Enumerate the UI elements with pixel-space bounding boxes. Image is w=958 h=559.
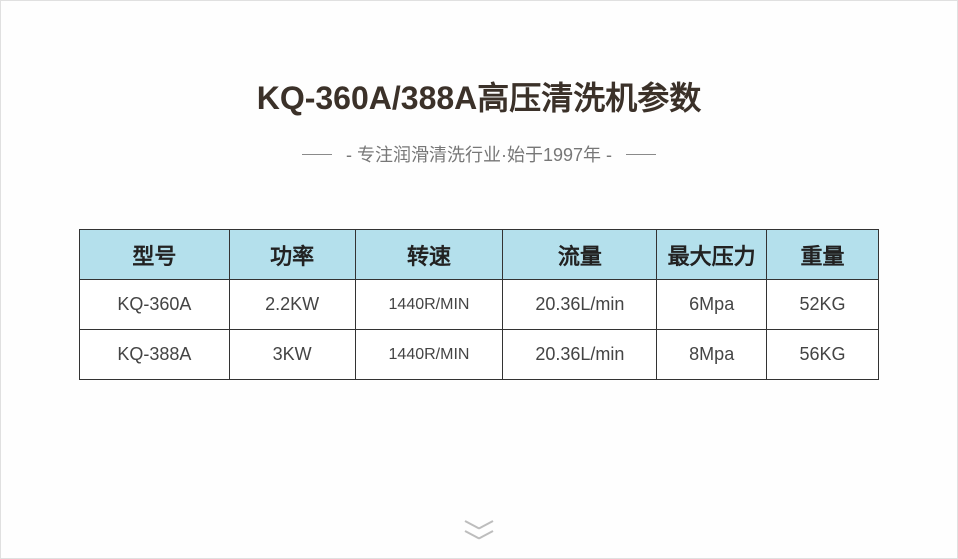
cell-power: 2.2KW — [229, 280, 355, 330]
table-row: KQ-388A 3KW 1440R/MIN 20.36L/min 8Mpa 56… — [80, 330, 879, 380]
cell-power: 3KW — [229, 330, 355, 380]
subtitle-text: - 专注润滑清洗行业·始于1997年 - — [346, 141, 612, 167]
cell-rpm: 1440R/MIN — [355, 280, 503, 330]
cell-flow: 20.36L/min — [503, 330, 657, 380]
cell-model: KQ-360A — [80, 280, 230, 330]
cell-rpm: 1440R/MIN — [355, 330, 503, 380]
scroll-chevron-icon — [465, 520, 493, 540]
divider-left — [302, 154, 332, 155]
subtitle-row: - 专注润滑清洗行业·始于1997年 - — [1, 141, 957, 167]
th-weight: 重量 — [767, 230, 879, 280]
cell-model: KQ-388A — [80, 330, 230, 380]
cell-pressure: 6Mpa — [657, 280, 767, 330]
th-rpm: 转速 — [355, 230, 503, 280]
cell-weight: 56KG — [767, 330, 879, 380]
th-power: 功率 — [229, 230, 355, 280]
cell-weight: 52KG — [767, 280, 879, 330]
cell-flow: 20.36L/min — [503, 280, 657, 330]
subtitle-suffix: - — [601, 145, 612, 165]
page-title: KQ-360A/388A高压清洗机参数 — [1, 73, 957, 119]
chevron-down-icon — [465, 520, 493, 530]
cell-pressure: 8Mpa — [657, 330, 767, 380]
table-row: KQ-360A 2.2KW 1440R/MIN 20.36L/min 6Mpa … — [80, 280, 879, 330]
th-flow: 流量 — [503, 230, 657, 280]
divider-right — [626, 154, 656, 155]
spec-table: 型号 功率 转速 流量 最大压力 重量 KQ-360A 2.2KW 1440R/… — [79, 229, 879, 380]
table-header-row: 型号 功率 转速 流量 最大压力 重量 — [80, 230, 879, 280]
th-pressure: 最大压力 — [657, 230, 767, 280]
page-container: KQ-360A/388A高压清洗机参数 - 专注润滑清洗行业·始于1997年 -… — [0, 0, 958, 559]
chevron-down-icon — [465, 530, 493, 540]
subtitle-prefix: - — [346, 145, 357, 165]
spec-table-wrap: 型号 功率 转速 流量 最大压力 重量 KQ-360A 2.2KW 1440R/… — [79, 229, 879, 380]
th-model: 型号 — [80, 230, 230, 280]
subtitle-body: 专注润滑清洗行业·始于1997年 — [357, 145, 601, 165]
